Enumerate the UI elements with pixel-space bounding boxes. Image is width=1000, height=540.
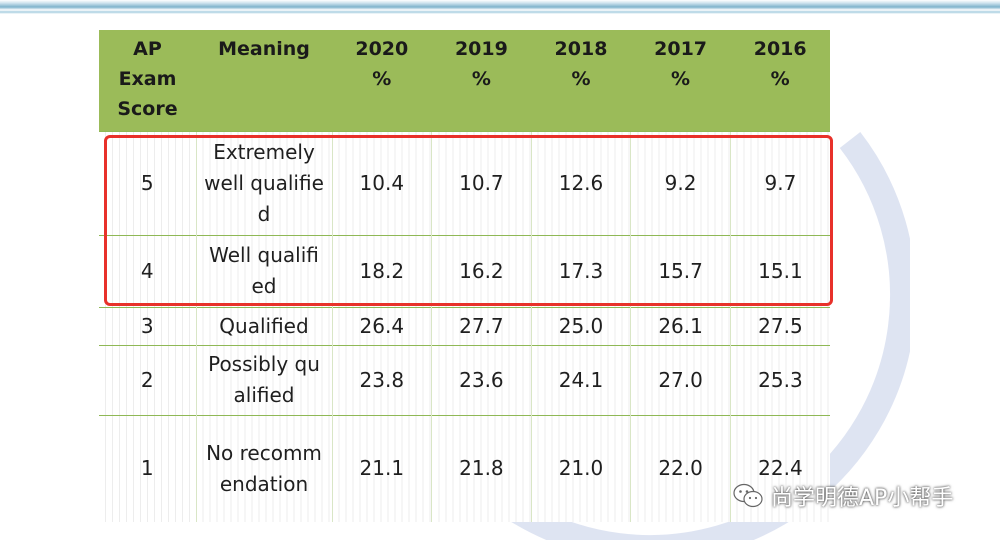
table-row-score-5: 5 Extremely well qualified 10.4 10.7 12.…	[99, 130, 830, 235]
ap-score-distribution-table: AP Exam Score Meaning 2020 % 2019 % 2018…	[99, 30, 830, 522]
header-meaning: Meaning	[196, 30, 332, 131]
score-cell: 2	[99, 344, 196, 415]
header-ap-exam-score: AP Exam Score	[99, 30, 196, 131]
value-cell-2020: 23.8	[331, 344, 432, 415]
value-cell-2018: 21.0	[530, 414, 631, 522]
value-cell-2020: 21.1	[331, 414, 432, 522]
meaning-cell: Possibly qualified	[195, 344, 332, 415]
value-cell-2020: 18.2	[331, 234, 432, 307]
value-cell-2020: 26.4	[331, 306, 432, 345]
value-cell-2019: 16.2	[431, 234, 532, 307]
ap-score-table-container: AP Exam Score Meaning 2020 % 2019 % 2018…	[99, 30, 830, 522]
score-cell: 4	[99, 234, 196, 307]
value-cell-2019: 21.8	[431, 414, 532, 522]
score-cell: 5	[99, 130, 196, 235]
value-cell-2016: 25.3	[729, 344, 830, 415]
header-2016: 2016 %	[730, 30, 830, 131]
score-cell: 3	[99, 306, 196, 345]
table-row-score-4: 4 Well qualified 18.2 16.2 17.3 15.7 15.…	[99, 234, 830, 307]
value-cell-2018: 12.6	[530, 130, 631, 235]
score-cell: 1	[99, 414, 196, 522]
value-cell-2017: 26.1	[630, 306, 731, 345]
meaning-cell: No recommendation	[195, 414, 332, 522]
value-cell-2017: 22.0	[630, 414, 731, 522]
header-2020: 2020 %	[332, 30, 432, 131]
value-cell-2018: 24.1	[530, 344, 631, 415]
value-cell-2016: 27.5	[729, 306, 830, 345]
meaning-cell: Well qualified	[195, 234, 332, 307]
value-cell-2019: 27.7	[431, 306, 532, 345]
wechat-account-watermark: 尚学明德AP小帮手	[733, 477, 953, 515]
header-2019: 2019 %	[431, 30, 532, 131]
value-cell-2019: 23.6	[431, 344, 532, 415]
value-cell-2017: 9.2	[630, 130, 731, 235]
meaning-cell: Qualified	[195, 306, 332, 345]
value-cell-2018: 25.0	[530, 306, 631, 345]
wechat-account-name: 尚学明德AP小帮手	[771, 486, 954, 511]
value-cell-2019: 10.7	[431, 130, 532, 235]
meaning-cell: Extremely well qualified	[195, 130, 332, 235]
table-row-score-1: 1 No recommendation 21.1 21.8 21.0 22.0 …	[99, 414, 830, 522]
value-cell-2020: 10.4	[331, 130, 432, 235]
value-cell-2016: 9.7	[729, 130, 830, 235]
table-row-score-3: 3 Qualified 26.4 27.7 25.0 26.1 27.5	[99, 306, 830, 345]
table-row-score-2: 2 Possibly qualified 23.8 23.6 24.1 27.0…	[99, 344, 830, 415]
header-2018: 2018 %	[531, 30, 631, 131]
wechat-icon	[733, 483, 763, 509]
header-row: AP Exam Score Meaning 2020 % 2019 % 2018…	[99, 30, 830, 131]
value-cell-2018: 17.3	[530, 234, 631, 307]
value-cell-2016: 15.1	[729, 234, 830, 307]
value-cell-2017: 27.0	[630, 344, 731, 415]
value-cell-2017: 15.7	[630, 234, 731, 307]
header-2017: 2017 %	[630, 30, 731, 131]
top-decorative-band	[0, 0, 1000, 14]
